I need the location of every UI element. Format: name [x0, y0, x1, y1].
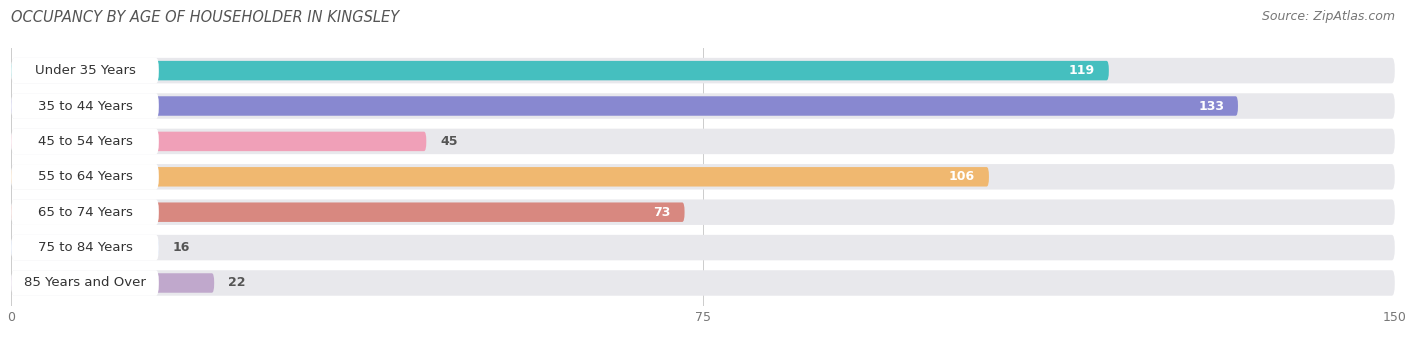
Text: OCCUPANCY BY AGE OF HOUSEHOLDER IN KINGSLEY: OCCUPANCY BY AGE OF HOUSEHOLDER IN KINGS… — [11, 10, 399, 25]
FancyBboxPatch shape — [11, 58, 159, 83]
FancyBboxPatch shape — [11, 93, 1395, 119]
FancyBboxPatch shape — [11, 132, 426, 151]
FancyBboxPatch shape — [11, 58, 1395, 83]
FancyBboxPatch shape — [11, 270, 1395, 296]
FancyBboxPatch shape — [11, 270, 159, 296]
FancyBboxPatch shape — [11, 164, 159, 189]
Text: 45: 45 — [440, 135, 457, 148]
Text: 35 to 44 Years: 35 to 44 Years — [38, 100, 132, 113]
FancyBboxPatch shape — [11, 129, 1395, 154]
FancyBboxPatch shape — [11, 96, 1237, 116]
FancyBboxPatch shape — [11, 164, 1395, 189]
Text: Source: ZipAtlas.com: Source: ZipAtlas.com — [1261, 10, 1395, 23]
Text: Under 35 Years: Under 35 Years — [35, 64, 135, 77]
Text: 119: 119 — [1069, 64, 1095, 77]
FancyBboxPatch shape — [11, 93, 159, 119]
FancyBboxPatch shape — [11, 200, 1395, 225]
Text: 22: 22 — [228, 276, 246, 289]
FancyBboxPatch shape — [11, 200, 159, 225]
Text: 16: 16 — [173, 241, 190, 254]
FancyBboxPatch shape — [11, 235, 159, 260]
Text: 133: 133 — [1198, 100, 1225, 113]
Text: 45 to 54 Years: 45 to 54 Years — [38, 135, 132, 148]
Text: 55 to 64 Years: 55 to 64 Years — [38, 170, 132, 183]
FancyBboxPatch shape — [11, 238, 159, 257]
Text: 85 Years and Over: 85 Years and Over — [24, 276, 146, 289]
FancyBboxPatch shape — [11, 61, 1109, 80]
FancyBboxPatch shape — [11, 235, 1395, 260]
FancyBboxPatch shape — [11, 202, 685, 222]
FancyBboxPatch shape — [11, 273, 214, 293]
Text: 106: 106 — [949, 170, 976, 183]
Text: 73: 73 — [654, 206, 671, 219]
FancyBboxPatch shape — [11, 167, 988, 187]
Text: 75 to 84 Years: 75 to 84 Years — [38, 241, 132, 254]
Text: 65 to 74 Years: 65 to 74 Years — [38, 206, 132, 219]
FancyBboxPatch shape — [11, 129, 159, 154]
